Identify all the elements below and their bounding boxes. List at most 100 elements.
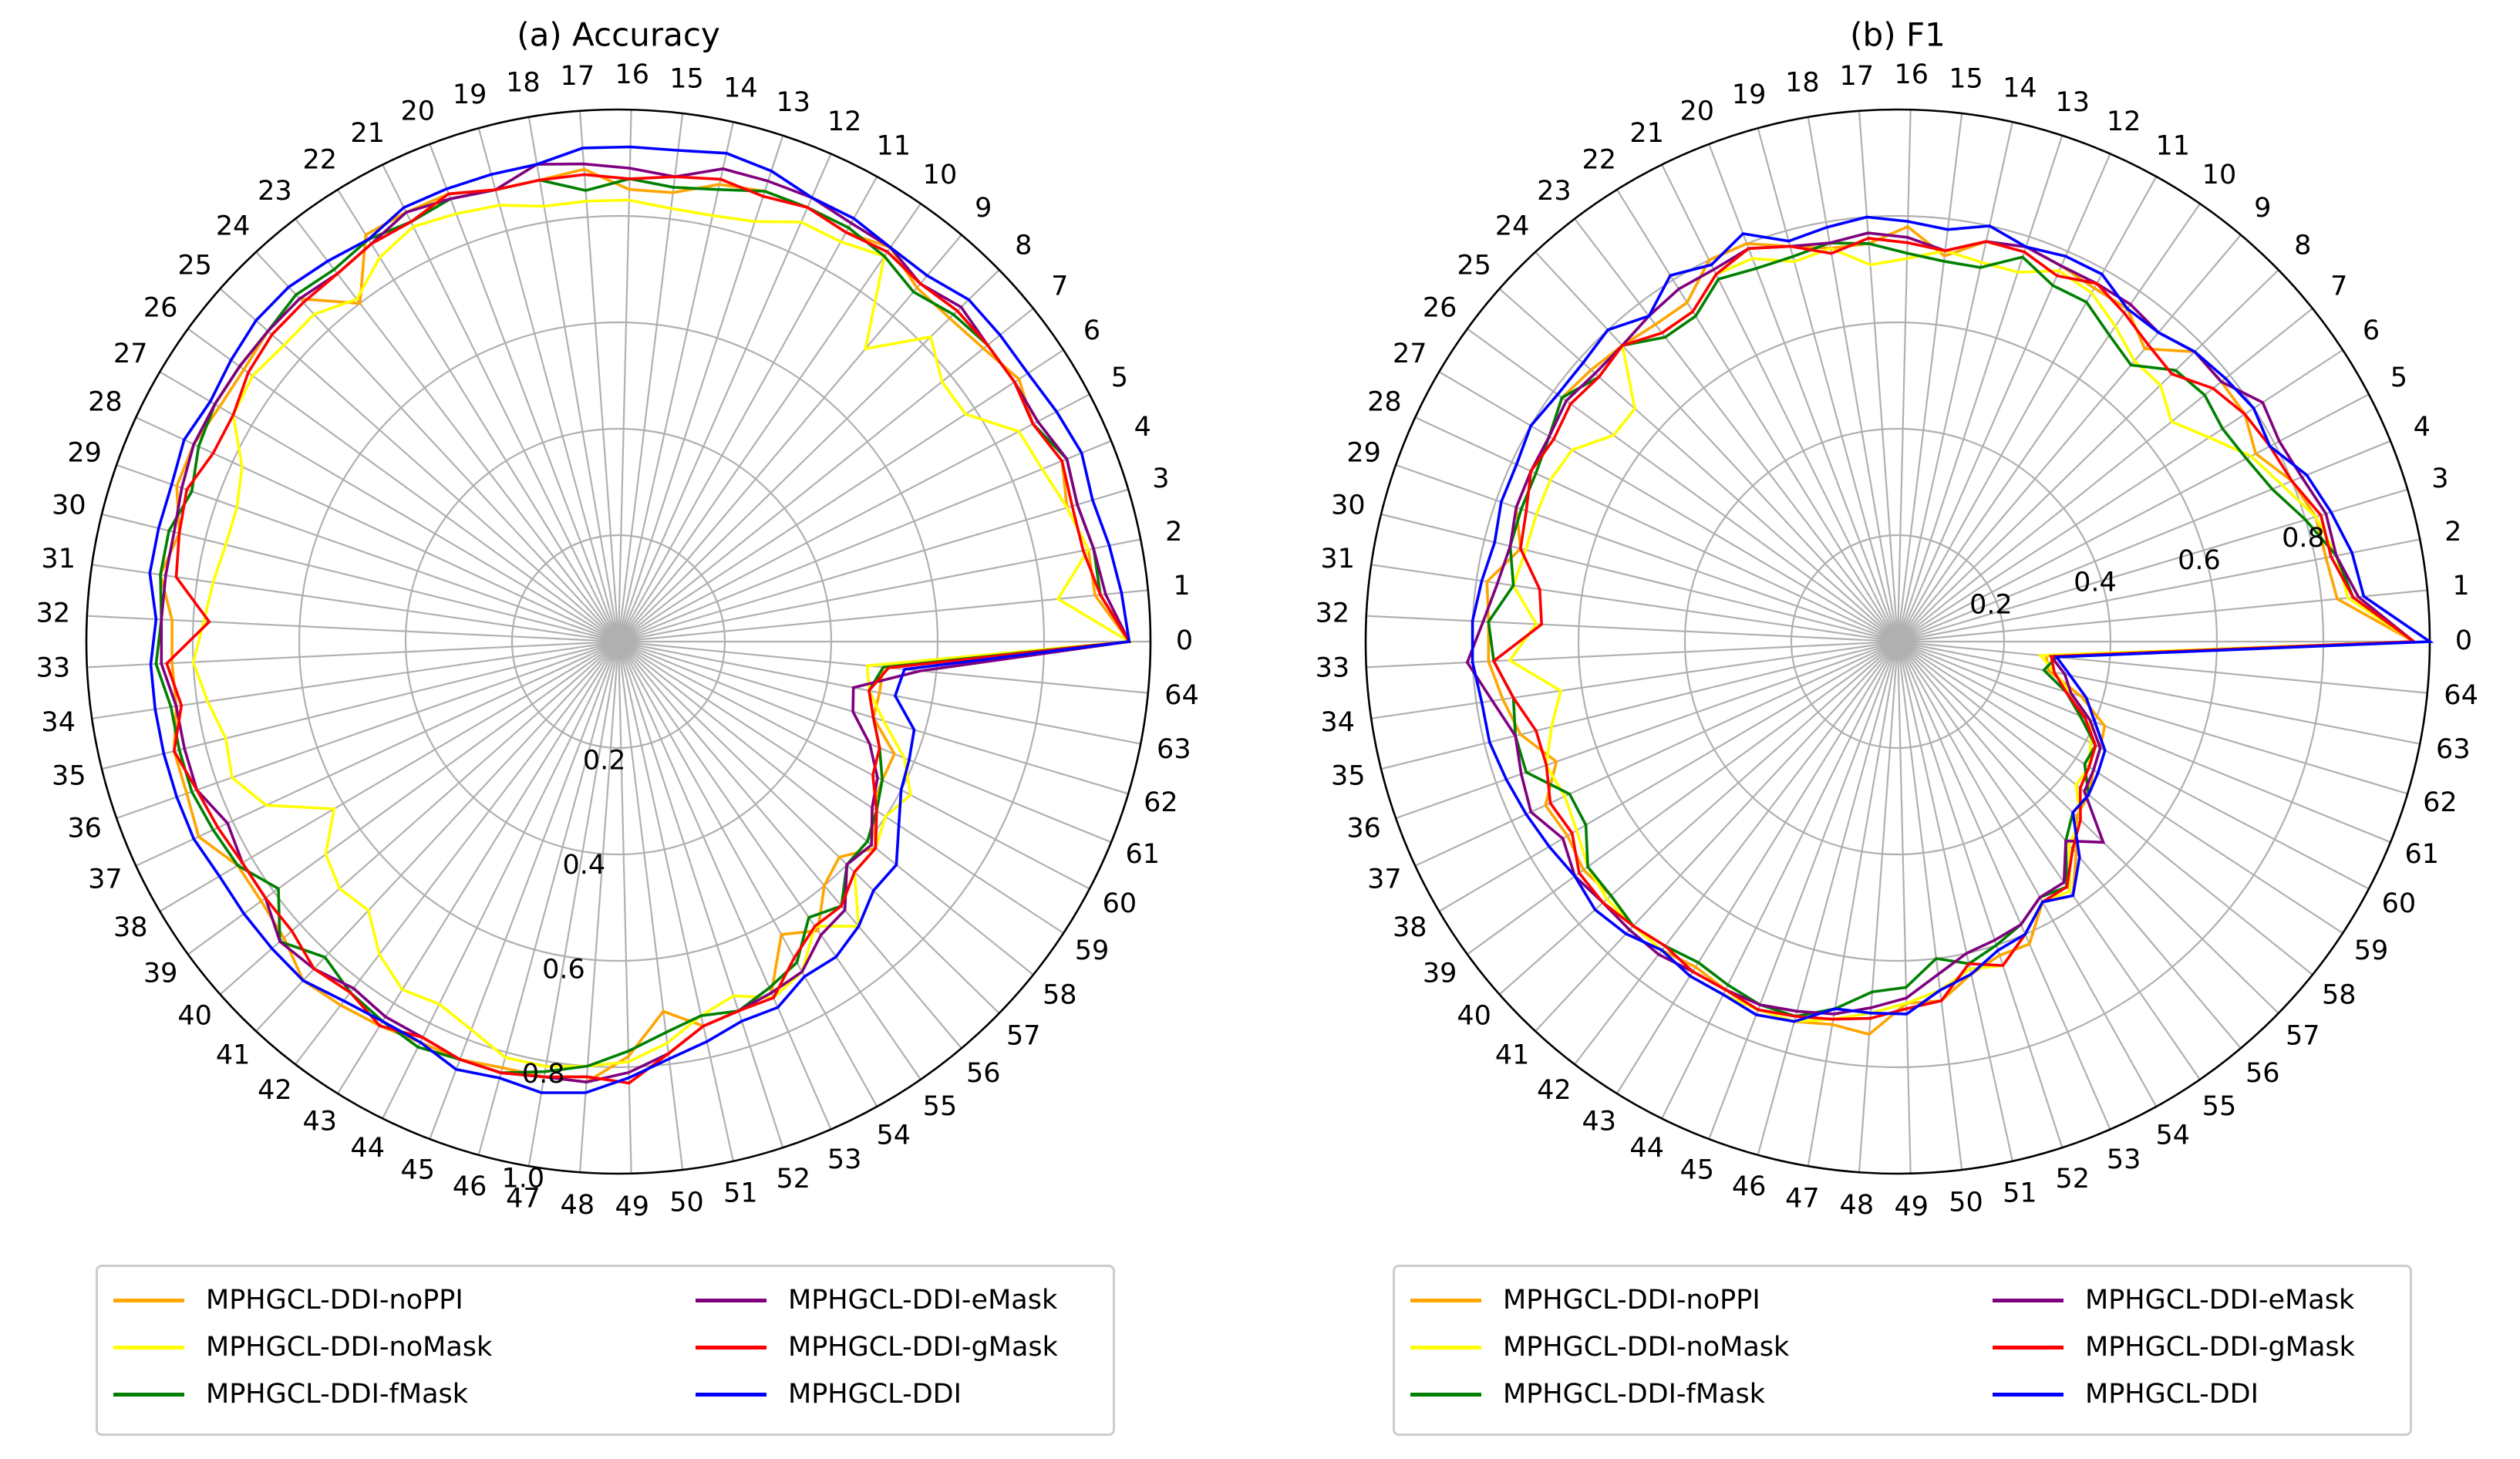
accuracy-category-label: 52 bbox=[777, 1164, 811, 1194]
accuracy-spoke bbox=[617, 113, 684, 642]
legend-swatch bbox=[113, 1298, 184, 1302]
f1-spoke bbox=[1896, 641, 1912, 1174]
f1-spoke bbox=[1807, 641, 1899, 1167]
f1-spoke bbox=[1896, 122, 2013, 642]
accuracy-spoke bbox=[101, 640, 619, 770]
accuracy-spoke bbox=[187, 328, 619, 642]
f1-spoke bbox=[1897, 349, 2343, 642]
accuracy-grid-ring bbox=[510, 534, 726, 750]
f1-category-label: 4 bbox=[2414, 412, 2431, 443]
accuracy-rtick-label: 1.0 bbox=[502, 1163, 545, 1194]
accuracy-category-label: 18 bbox=[506, 67, 541, 98]
accuracy-spoke bbox=[618, 538, 1141, 643]
legend-label: MPHGCL-DDI-fMask bbox=[206, 1379, 469, 1410]
accuracy-category-label: 26 bbox=[143, 293, 178, 324]
f1-category-label: 60 bbox=[2382, 888, 2417, 919]
accuracy-spoke bbox=[92, 564, 619, 643]
f1-category-label: 35 bbox=[1331, 761, 1366, 792]
accuracy-category-label: 61 bbox=[1126, 839, 1161, 870]
f1-category-label: 54 bbox=[2155, 1120, 2190, 1151]
f1-category-label: 57 bbox=[2286, 1021, 2320, 1052]
f1-spoke bbox=[1897, 641, 2313, 975]
f1-spoke bbox=[1897, 640, 2427, 694]
f1-spoke bbox=[1708, 143, 1899, 642]
accuracy-spoke bbox=[617, 641, 734, 1161]
accuracy-spoke bbox=[617, 641, 684, 1171]
f1-category-label: 20 bbox=[1679, 96, 1714, 127]
accuracy-category-label: 37 bbox=[88, 864, 123, 895]
f1-category-label: 32 bbox=[1316, 598, 1350, 629]
f1-category-label: 41 bbox=[1495, 1039, 1530, 1070]
f1-category-label: 27 bbox=[1393, 339, 1427, 369]
f1-category-label: 47 bbox=[1785, 1184, 1820, 1215]
f1-category-label: 26 bbox=[1423, 293, 1457, 324]
accuracy-spoke bbox=[135, 641, 619, 867]
accuracy-category-label: 34 bbox=[41, 707, 76, 738]
accuracy-category-label: 8 bbox=[1015, 230, 1032, 261]
f1-category-label: 21 bbox=[1629, 118, 1664, 149]
f1-category-label: 51 bbox=[2003, 1178, 2037, 1209]
accuracy-spoke bbox=[116, 463, 619, 643]
f1-spoke bbox=[1535, 251, 1898, 642]
legend-label: MPHGCL-DDI-gMask bbox=[788, 1332, 1058, 1363]
accuracy-spoke bbox=[578, 641, 620, 1173]
accuracy-category-label: 62 bbox=[1144, 787, 1178, 818]
f1-category-label: 5 bbox=[2390, 362, 2407, 393]
accuracy-spoke bbox=[429, 641, 620, 1140]
f1-spoke bbox=[1897, 641, 2279, 1014]
accuracy-category-label: 11 bbox=[876, 131, 911, 162]
accuracy-category-label: 6 bbox=[1083, 315, 1100, 346]
accuracy-category-label: 9 bbox=[975, 193, 992, 224]
accuracy-category-label: 64 bbox=[1164, 680, 1199, 711]
f1-rtick-label: 0.2 bbox=[1969, 589, 2013, 620]
f1-category-label: 31 bbox=[1320, 544, 1355, 575]
legend-item-mphgcl-ddi-noppi: MPHGCL-DDI-noPPI bbox=[1410, 1281, 1760, 1319]
legend-swatch bbox=[1993, 1392, 2064, 1397]
legend-item-mphgcl-ddi-nomask: MPHGCL-DDI-noMask bbox=[1410, 1328, 1789, 1366]
f1-legend: MPHGCL-DDI-noPPI MPHGCL-DDI-noMask MPHGCL-… bbox=[1393, 1265, 2412, 1436]
f1-spoke bbox=[1897, 308, 2313, 642]
f1-spoke bbox=[1858, 641, 1899, 1173]
accuracy-category-label: 40 bbox=[177, 1001, 212, 1032]
f1-spoke bbox=[1897, 488, 2408, 643]
legend-swatch bbox=[696, 1345, 766, 1349]
accuracy-category-label: 12 bbox=[827, 106, 862, 137]
f1-spoke bbox=[1757, 641, 1899, 1156]
f1-spoke bbox=[1897, 641, 2158, 1107]
legend-label: MPHGCL-DDI-fMask bbox=[1503, 1379, 1766, 1410]
f1-rtick-label: 0.6 bbox=[2178, 545, 2221, 576]
f1-spoke bbox=[1897, 203, 2201, 642]
f1-category-label: 43 bbox=[1582, 1107, 1616, 1137]
f1-spoke bbox=[1896, 153, 2111, 642]
accuracy-spoke bbox=[219, 641, 619, 996]
f1-spoke bbox=[1757, 127, 1899, 642]
f1-spoke bbox=[1395, 463, 1898, 643]
accuracy-category-label: 50 bbox=[669, 1188, 704, 1218]
f1-category-label: 6 bbox=[2363, 315, 2380, 346]
f1-spoke bbox=[1380, 513, 1898, 643]
accuracy-spoke bbox=[255, 251, 619, 642]
f1-category-label: 15 bbox=[1949, 63, 1983, 94]
series-line-mphgcl-ddi-fmask bbox=[154, 177, 1132, 1075]
accuracy-spoke bbox=[477, 127, 620, 642]
f1-grid-ring bbox=[1577, 321, 2218, 962]
f1-spoke bbox=[1467, 328, 1898, 642]
accuracy-grid-ring bbox=[298, 321, 939, 962]
f1-spoke bbox=[1897, 393, 2370, 642]
f1-category-label: 56 bbox=[2245, 1058, 2280, 1089]
accuracy-chart-title: (a) Accuracy bbox=[517, 16, 720, 54]
accuracy-spoke bbox=[255, 641, 619, 1033]
f1-category-label: 37 bbox=[1367, 864, 1402, 895]
accuracy-spoke bbox=[382, 163, 619, 642]
accuracy-category-label: 5 bbox=[1111, 362, 1128, 393]
f1-spoke bbox=[1897, 640, 2421, 745]
f1-category-label: 8 bbox=[2294, 230, 2311, 261]
legend-swatch bbox=[696, 1392, 766, 1397]
accuracy-panel: 0.2 0.4 0.6 0.8 1.0 0 1 2 3 4 5 6 7 8 9 10 11 12 13 14 15 16 1… bbox=[36, 16, 1199, 1436]
accuracy-spoke bbox=[336, 641, 619, 1094]
f1-category-label: 61 bbox=[2405, 839, 2440, 870]
accuracy-spoke bbox=[92, 640, 619, 719]
f1-spoke bbox=[1896, 641, 2064, 1148]
accuracy-spoke bbox=[617, 641, 784, 1148]
f1-spoke bbox=[1708, 641, 1899, 1140]
